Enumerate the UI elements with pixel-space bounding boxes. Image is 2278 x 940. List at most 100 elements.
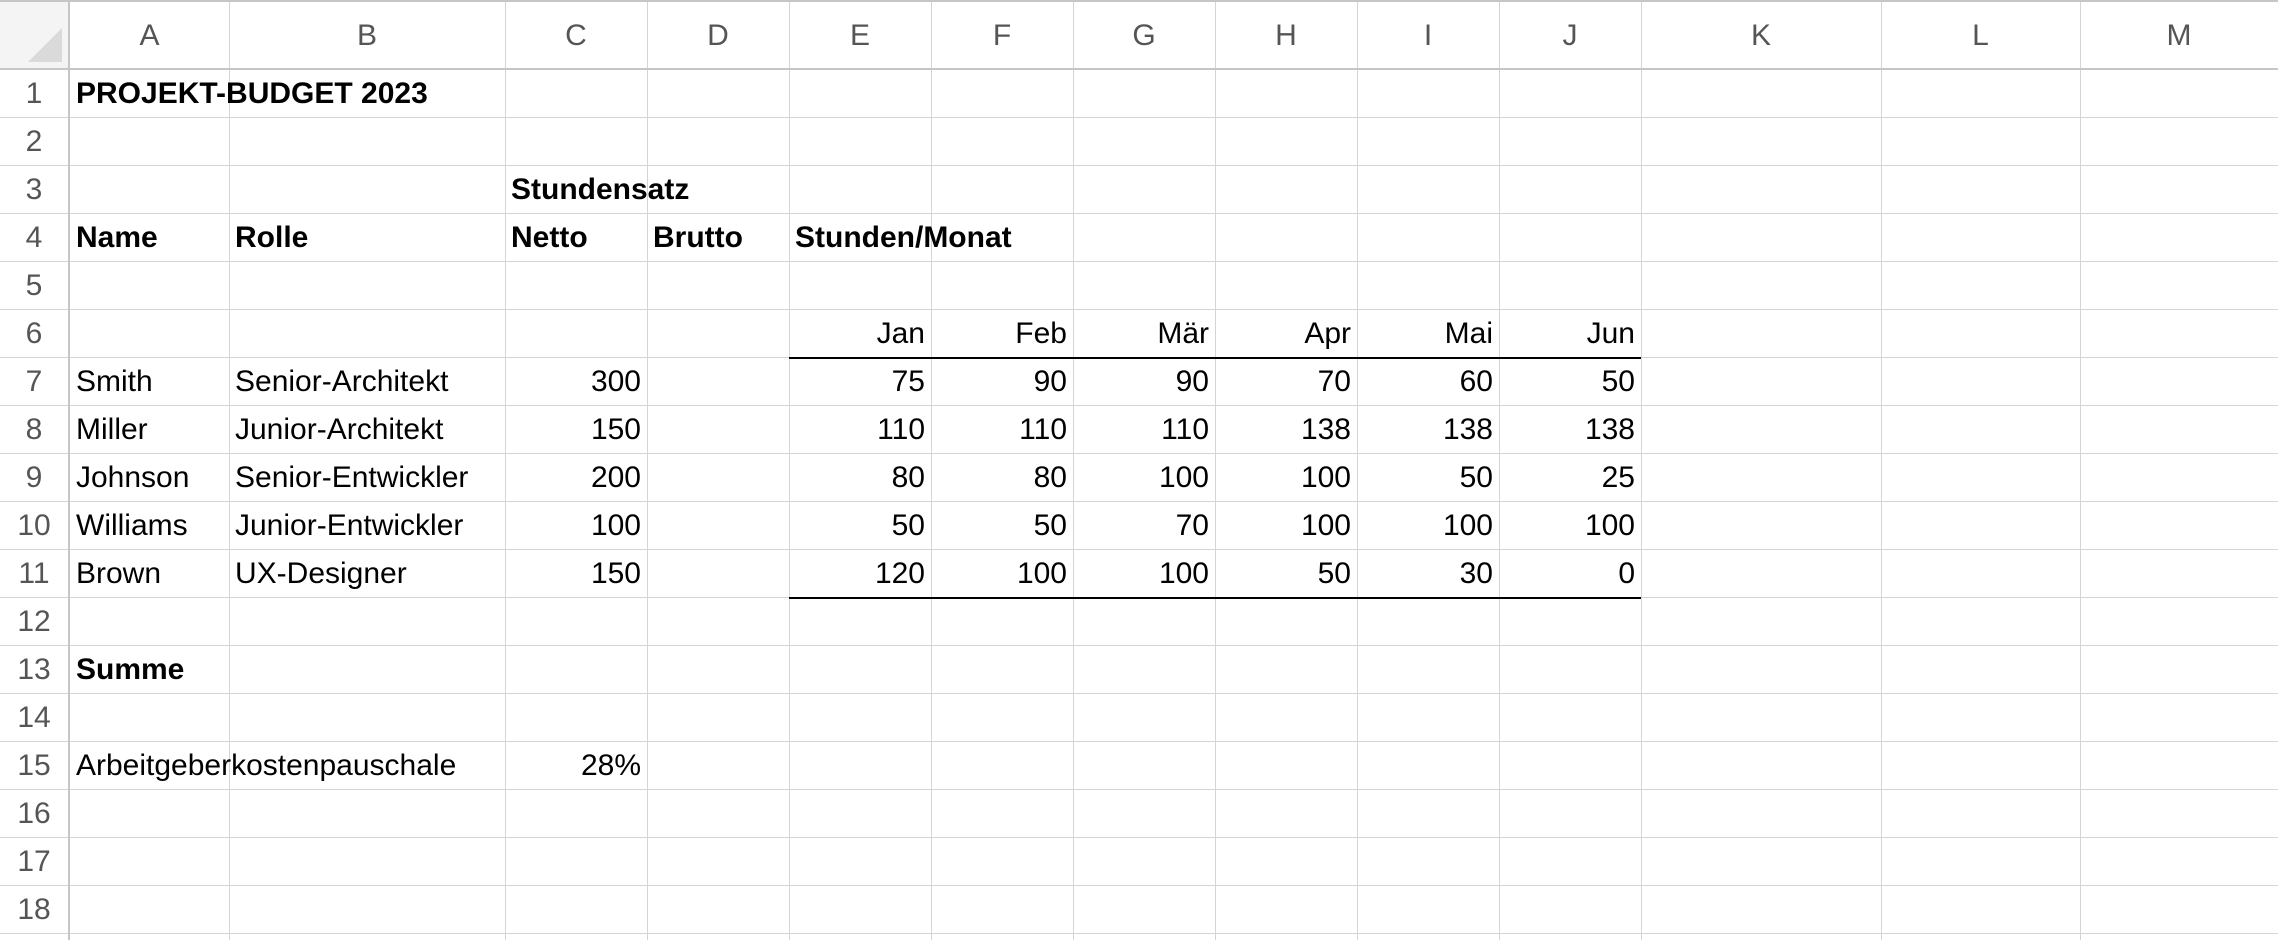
cell-e8-hours[interactable]: 110 <box>877 413 925 446</box>
cell-i10-hours[interactable]: 100 <box>1442 509 1493 542</box>
row-header-14[interactable]: 14 <box>17 701 51 734</box>
row-header-5[interactable]: 5 <box>25 269 43 302</box>
cell-j7-hours[interactable]: 50 <box>1601 365 1635 398</box>
row-header-4[interactable]: 4 <box>25 221 43 254</box>
cell-h10-hours[interactable]: 100 <box>1300 509 1351 542</box>
row-header-7[interactable]: 7 <box>25 365 43 398</box>
row-header-15[interactable]: 15 <box>17 749 51 782</box>
horizontal-gridline <box>0 261 2278 262</box>
cell-c7-rate[interactable]: 300 <box>590 365 641 398</box>
row-header-16[interactable]: 16 <box>17 797 51 830</box>
cell-a9-name[interactable]: Johnson <box>76 461 190 494</box>
cell-b8-role[interactable]: Junior-Architekt <box>235 413 444 446</box>
cell-j10-hours[interactable]: 100 <box>1584 509 1635 542</box>
cell-j8-hours[interactable]: 138 <box>1584 413 1635 446</box>
cell-a1-title[interactable]: PROJEKT-BUDGET 2023 <box>76 77 428 110</box>
row-header-6[interactable]: 6 <box>25 317 43 350</box>
cell-i7-hours[interactable]: 60 <box>1459 365 1493 398</box>
cell-e10-hours[interactable]: 50 <box>891 509 925 542</box>
row-header-12[interactable]: 12 <box>17 605 51 638</box>
row-header-9[interactable]: 9 <box>25 461 43 494</box>
cell-a8-name[interactable]: Miller <box>76 413 148 446</box>
cell-b10-role[interactable]: Junior-Entwickler <box>235 509 464 542</box>
cell-h7-hours[interactable]: 70 <box>1317 365 1351 398</box>
column-header-m[interactable]: M <box>2166 19 2192 52</box>
cell-e6-month[interactable]: Jan <box>876 317 925 350</box>
cell-b9-role[interactable]: Senior-Entwickler <box>235 461 469 494</box>
cell-a4-name-header[interactable]: Name <box>76 221 158 254</box>
cell-c4-netto-header[interactable]: Netto <box>511 221 588 254</box>
cell-a15-pauschale-label[interactable]: Arbeitgeberkostenpauschale <box>76 749 457 782</box>
cell-i11-hours[interactable]: 30 <box>1459 557 1493 590</box>
cell-a11-name[interactable]: Brown <box>76 557 162 590</box>
cell-g10-hours[interactable]: 70 <box>1175 509 1209 542</box>
column-header-g[interactable]: G <box>1132 19 1156 52</box>
column-header-k[interactable]: K <box>1750 19 1771 52</box>
cell-f7-hours[interactable]: 90 <box>1033 365 1067 398</box>
column-header-j[interactable]: J <box>1562 19 1578 52</box>
column-header-h[interactable]: H <box>1275 19 1297 52</box>
cell-i8-hours[interactable]: 138 <box>1442 413 1493 446</box>
horizontal-gridline <box>0 741 2278 742</box>
row-header-3[interactable]: 3 <box>25 173 43 206</box>
cell-b4-rolle-header[interactable]: Rolle <box>235 221 309 254</box>
cell-c3-stundensatz[interactable]: Stundensatz <box>511 173 690 206</box>
select-all-corner[interactable] <box>0 0 68 68</box>
cell-a13-summe[interactable]: Summe <box>76 653 185 686</box>
column-header-b[interactable]: B <box>356 19 377 52</box>
horizontal-gridline <box>0 501 2278 502</box>
cell-a7-name[interactable]: Smith <box>76 365 153 398</box>
cell-g7-hours[interactable]: 90 <box>1175 365 1209 398</box>
cell-h6-month[interactable]: Apr <box>1304 317 1351 350</box>
row-header-11[interactable]: 11 <box>18 557 50 590</box>
cell-e4-stunden-monat-header[interactable]: Stunden/Monat <box>795 221 1012 254</box>
column-header-a[interactable]: A <box>139 19 160 52</box>
cell-g6-month[interactable]: Mär <box>1157 317 1209 350</box>
column-header-f[interactable]: F <box>992 19 1012 52</box>
cell-f10-hours[interactable]: 50 <box>1033 509 1067 542</box>
cell-e11-hours[interactable]: 120 <box>874 557 925 590</box>
row-header-17[interactable]: 17 <box>17 845 51 878</box>
cell-f9-hours[interactable]: 80 <box>1033 461 1067 494</box>
column-header-i[interactable]: I <box>1423 19 1433 52</box>
cell-h11-hours[interactable]: 50 <box>1317 557 1351 590</box>
cell-c10-rate[interactable]: 100 <box>590 509 641 542</box>
cell-e9-hours[interactable]: 80 <box>891 461 925 494</box>
cell-f11-hours[interactable]: 100 <box>1016 557 1067 590</box>
cell-b7-role[interactable]: Senior-Architekt <box>235 365 449 398</box>
cell-c11-rate[interactable]: 150 <box>590 557 641 590</box>
horizontal-gridline <box>0 645 2278 646</box>
cell-j6-month[interactable]: Jun <box>1586 317 1635 350</box>
cell-c9-rate[interactable]: 200 <box>590 461 641 494</box>
row-header-13[interactable]: 13 <box>17 653 51 686</box>
horizontal-gridline <box>0 213 2278 214</box>
cell-f6-month[interactable]: Feb <box>1015 317 1067 350</box>
cell-g11-hours[interactable]: 100 <box>1158 557 1209 590</box>
row-header-1[interactable]: 1 <box>25 77 43 110</box>
cell-g9-hours[interactable]: 100 <box>1158 461 1209 494</box>
cell-c15-pauschale-value[interactable]: 28% <box>580 749 641 782</box>
cell-c8-rate[interactable]: 150 <box>590 413 641 446</box>
row-header-18[interactable]: 18 <box>17 893 51 926</box>
column-header-l[interactable]: L <box>1972 19 1989 52</box>
cell-i6-month[interactable]: Mai <box>1444 317 1493 350</box>
row-header-2[interactable]: 2 <box>25 125 43 158</box>
row-header-8[interactable]: 8 <box>25 413 43 446</box>
column-header-c[interactable]: C <box>565 19 587 52</box>
cell-h9-hours[interactable]: 100 <box>1300 461 1351 494</box>
cell-f8-hours[interactable]: 110 <box>1019 413 1067 446</box>
row-header-10[interactable]: 10 <box>17 509 51 542</box>
cell-g8-hours[interactable]: 110 <box>1161 413 1209 446</box>
column-header-d[interactable]: D <box>707 19 729 52</box>
cell-i9-hours[interactable]: 50 <box>1459 461 1493 494</box>
cell-b11-role[interactable]: UX-Designer <box>235 557 407 590</box>
column-header-e[interactable]: E <box>849 19 870 52</box>
cell-d4-brutto-header[interactable]: Brutto <box>653 221 743 254</box>
cell-j9-hours[interactable]: 25 <box>1601 461 1635 494</box>
cell-j11-hours[interactable]: 0 <box>1618 557 1635 590</box>
cell-e7-hours[interactable]: 75 <box>891 365 925 398</box>
cell-a10-name[interactable]: Williams <box>76 509 188 542</box>
vertical-gridline <box>1073 0 1074 940</box>
cell-h8-hours[interactable]: 138 <box>1300 413 1351 446</box>
